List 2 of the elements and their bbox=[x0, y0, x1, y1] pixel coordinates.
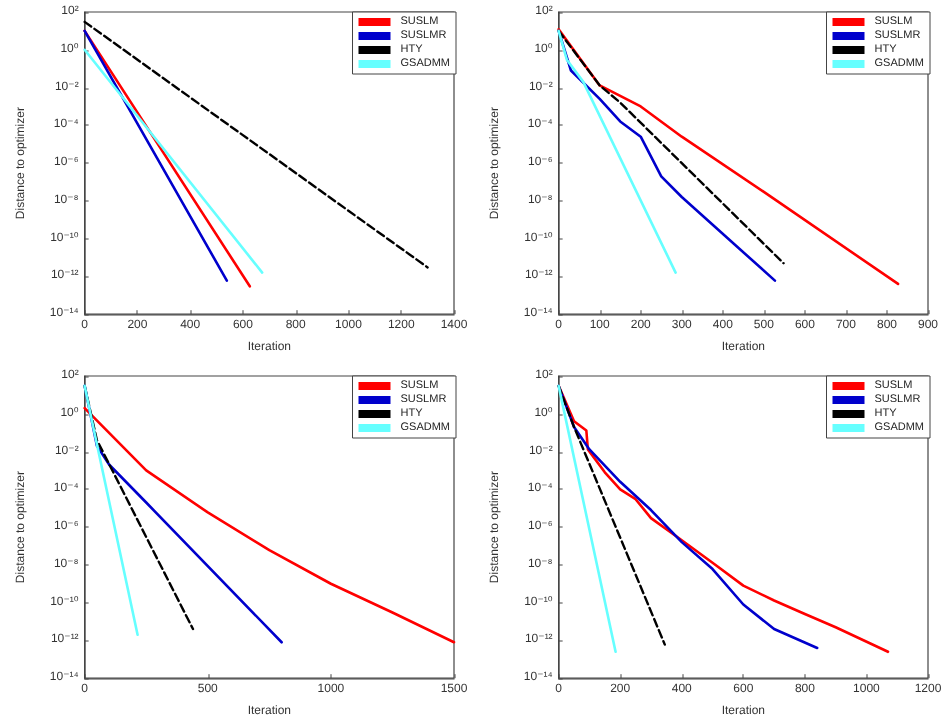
line-series bbox=[557, 29, 677, 274]
line-series bbox=[83, 406, 456, 644]
